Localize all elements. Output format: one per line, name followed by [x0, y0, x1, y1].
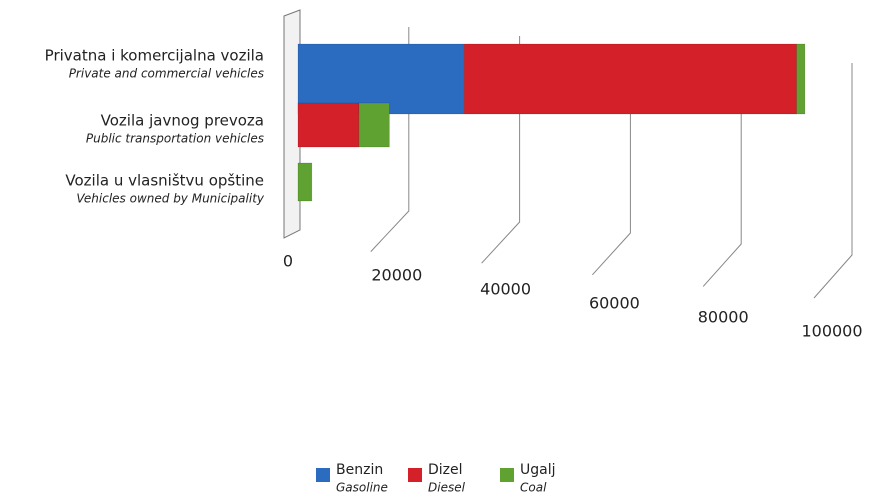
x-tick-label: 20000	[371, 266, 422, 285]
bar-segment	[297, 43, 465, 115]
legend-swatch	[500, 468, 514, 482]
category-label-en: Private and commercial vehicles	[69, 67, 264, 81]
bar-segment	[358, 102, 390, 148]
legend-swatch	[316, 468, 330, 482]
x-tick-label: 80000	[698, 308, 749, 327]
grid-line	[813, 63, 853, 299]
legend-label: Dizel	[428, 462, 463, 478]
bar-segment	[463, 43, 797, 115]
legend-label-en: Diesel	[428, 481, 466, 495]
category-label-en: Vehicles owned by Municipality	[76, 192, 264, 206]
bar-segment	[297, 102, 360, 148]
category-label: Vozila u vlasništvu opštine	[65, 172, 264, 190]
category-label: Privatna i komercijalna vozila	[45, 47, 264, 65]
bar-segment	[297, 162, 313, 202]
legend-label-en: Coal	[520, 481, 547, 495]
grid-line	[702, 54, 742, 287]
x-tick-label: 40000	[480, 280, 531, 299]
category-label: Vozila javnog prevoza	[101, 112, 264, 130]
legend-label: Benzin	[336, 462, 383, 478]
legend-swatch	[408, 468, 422, 482]
x-tick-label: 100000	[801, 322, 862, 341]
legend-label-en: Gasoline	[336, 481, 388, 495]
x-tick-label: 60000	[589, 294, 640, 313]
bar-segment	[796, 43, 806, 115]
category-label-en: Public transportation vehicles	[86, 132, 264, 146]
x-tick-label: 0	[283, 252, 293, 271]
legend-label: Ugalj	[520, 462, 556, 478]
axis-wall	[283, 9, 301, 239]
